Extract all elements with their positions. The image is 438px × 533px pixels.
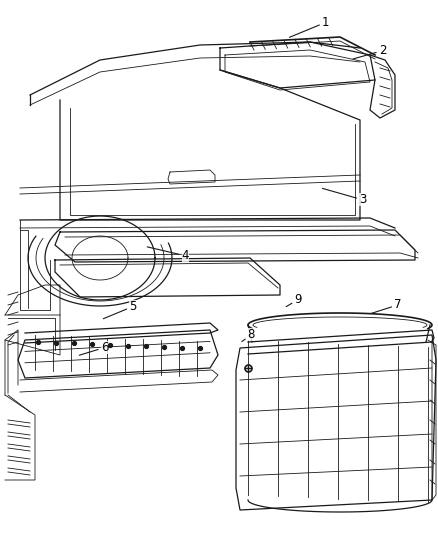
Text: 8: 8 xyxy=(242,328,255,342)
Text: 1: 1 xyxy=(290,16,329,37)
Text: 4: 4 xyxy=(147,247,189,262)
Text: 2: 2 xyxy=(353,44,386,59)
Text: 9: 9 xyxy=(286,293,302,306)
Text: 5: 5 xyxy=(103,300,137,319)
Text: 6: 6 xyxy=(79,341,108,355)
Text: 3: 3 xyxy=(322,188,367,206)
Text: 7: 7 xyxy=(371,298,402,313)
